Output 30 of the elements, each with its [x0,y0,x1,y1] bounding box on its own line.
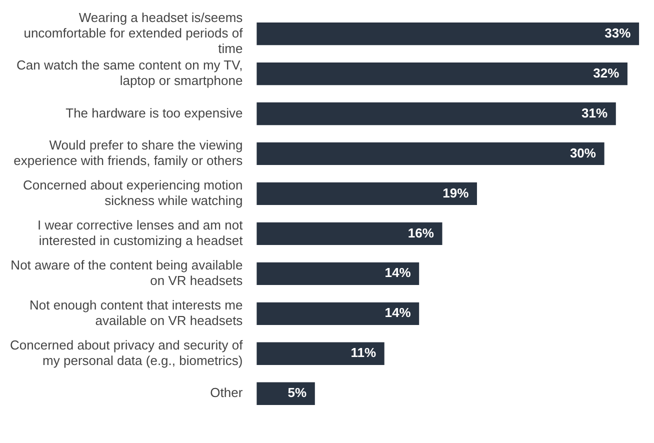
data-label: 32% [593,65,620,80]
data-label: 5% [288,385,308,400]
y-tick-label: The hardware is too expensive [66,105,243,120]
data-label: 14% [384,265,412,280]
bar [256,302,420,325]
bar [256,342,384,365]
bar [256,102,616,126]
y-tick-label: Concerned about privacy and security of my personal data (e.g., biometrics) [10,337,244,368]
bar [256,182,477,206]
bar [256,22,640,46]
y-tick-label: Concerned about experiencing motion sickness while watching [22,177,243,208]
y-tick-label: Wearing a headset is/seems uncomfortable for extended periods of time [24,10,244,56]
data-label: 31% [582,105,608,120]
y-tick-label: Not enough content that interests me available on VR headsets [30,297,244,328]
bar [256,62,628,86]
data-label: 33% [604,25,632,40]
y-tick-label: Other [210,385,244,400]
y-tick-label: Can watch the same content on my TV, laptop or smartphone [16,58,243,88]
data-label: 16% [408,225,434,240]
bar [256,142,604,166]
data-label: 30% [570,145,596,160]
bar [256,222,442,246]
data-label: 19% [442,185,470,200]
y-tick-label: Not aware of the content being available on VR headsets [10,257,244,288]
y-tick-label: Would prefer to share the viewing experience with friends, family or others [14,138,244,168]
data-label: 14% [384,305,412,320]
bar [256,262,420,285]
bar [256,382,315,405]
data-label: 11% [350,345,376,360]
y-tick-label: I wear corrective lenses and am not interested in customizing a headset [37,217,244,248]
